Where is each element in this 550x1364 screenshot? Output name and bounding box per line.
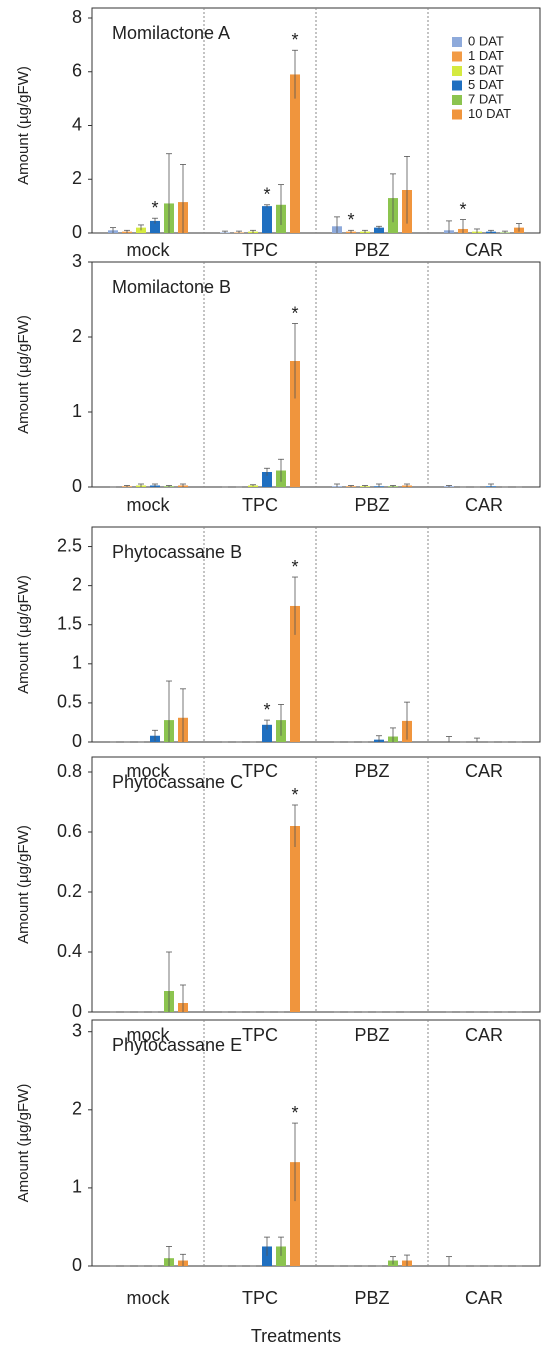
legend-label: 1 DAT [468,48,504,63]
y-axis-title: Amount (µg/gFW) [15,66,32,185]
x-tick-label: PBZ [354,1288,389,1308]
x-tick-label: TPC [242,240,278,260]
panel-title: Phytocassane C [112,772,243,792]
legend-swatch [452,51,462,62]
bar [276,1246,286,1266]
y-tick-label: 2 [72,574,82,594]
y-tick-label: 1 [72,401,82,421]
bar [374,227,384,233]
bar [262,724,272,742]
y-tick-label: 8 [72,7,82,27]
legend-swatch [452,109,462,120]
y-tick-label: 2 [72,1099,82,1119]
significance-mark: * [347,210,354,230]
y-tick-label: 1 [72,653,82,673]
x-tick-label: mock [126,240,170,260]
y-axis-title: Amount (µg/gFW) [15,315,32,434]
y-tick-label: 0.6 [57,821,82,841]
bar [290,361,300,487]
x-tick-label: TPC [242,1025,278,1045]
x-tick-label: PBZ [354,761,389,781]
x-tick-label: mock [126,1025,170,1045]
panel-title: Phytocassane E [112,1035,242,1055]
legend-label: 7 DAT [468,91,504,106]
y-tick-label: 0.8 [57,761,82,781]
x-axis-title: Treatments [251,1326,341,1346]
bar [262,472,272,487]
bar [290,826,300,1012]
y-axis-title: Amount (µg/gFW) [15,825,32,944]
significance-mark: * [291,557,298,577]
legend-label: 5 DAT [468,77,504,92]
y-tick-label: 0 [72,1001,82,1021]
significance-mark: * [291,785,298,805]
y-tick-label: 2 [72,326,82,346]
x-tick-label: CAR [465,495,503,515]
panel-title: Phytocassane B [112,542,242,562]
significance-mark: * [291,1103,298,1123]
panel-title: Momilactone B [112,277,231,297]
x-tick-label: PBZ [354,495,389,515]
significance-mark: * [151,198,158,218]
x-tick-label: TPC [242,761,278,781]
legend-swatch [452,80,462,91]
y-tick-label: 0.5 [57,692,82,712]
y-tick-label: 1.5 [57,613,82,633]
bar [290,74,300,233]
bar [262,1246,272,1266]
x-tick-label: TPC [242,495,278,515]
legend-label: 0 DAT [468,33,504,48]
y-tick-label: 0 [72,476,82,496]
x-tick-label: mock [126,495,170,515]
y-tick-label: 2.5 [57,535,82,555]
bar [290,605,300,742]
y-tick-label: 0.4 [57,941,82,961]
y-tick-label: 0 [72,1255,82,1275]
legend-label: 3 DAT [468,62,504,77]
y-tick-label: 3 [72,1020,82,1040]
panel-title: Momilactone A [112,23,230,43]
legend-label: 10 DAT [468,106,511,121]
y-axis-title: Amount (µg/gFW) [15,1084,32,1203]
x-tick-label: mock [126,1288,170,1308]
bar [150,220,160,233]
legend-swatch [452,66,462,76]
x-tick-label: CAR [465,1025,503,1045]
bar [290,1162,300,1266]
y-tick-label: 2 [72,168,82,188]
x-tick-label: CAR [465,761,503,781]
y-tick-label: 0.2 [57,881,82,901]
significance-mark: * [263,185,270,205]
y-tick-label: 3 [72,251,82,271]
legend-swatch [452,37,462,47]
significance-mark: * [459,199,466,219]
y-tick-label: 1 [72,1177,82,1197]
x-tick-label: mock [126,761,170,781]
y-axis-title: Amount (µg/gFW) [15,575,32,694]
bar [262,206,272,233]
significance-mark: * [291,303,298,323]
y-tick-label: 6 [72,61,82,81]
x-tick-label: PBZ [354,240,389,260]
y-tick-label: 0 [72,222,82,242]
x-tick-label: CAR [465,240,503,260]
x-tick-label: TPC [242,1288,278,1308]
legend-swatch [452,95,462,105]
y-tick-label: 4 [72,114,82,134]
x-tick-label: PBZ [354,1025,389,1045]
y-tick-label: 0 [72,731,82,751]
significance-mark: * [291,30,298,50]
significance-mark: * [263,700,270,720]
x-tick-label: CAR [465,1288,503,1308]
